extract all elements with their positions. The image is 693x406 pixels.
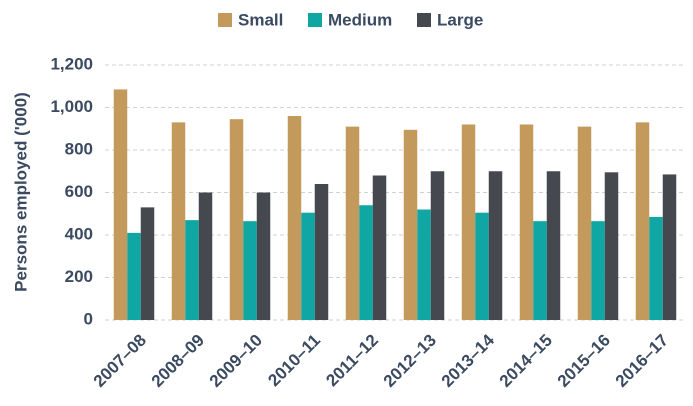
x-tick-label: 2014–15 [496, 331, 556, 391]
bar [256, 192, 271, 320]
bar [372, 175, 387, 320]
bar [604, 172, 619, 320]
x-tick-label: 2008–09 [148, 331, 208, 391]
bar [287, 116, 302, 320]
x-tick-label: 2009–10 [206, 331, 266, 391]
bar [662, 174, 677, 320]
bar [127, 232, 141, 320]
bar [113, 89, 128, 320]
legend-label: Medium [328, 10, 392, 29]
x-tick-label: 2013–14 [438, 330, 499, 391]
bar [140, 207, 155, 320]
y-tick-label: 1,000 [50, 97, 93, 116]
bar [546, 171, 561, 320]
bar [488, 171, 503, 320]
legend-swatch [218, 13, 232, 27]
bar [577, 126, 592, 320]
bar [345, 126, 360, 320]
legend-swatch [308, 13, 322, 27]
y-tick-label: 1,200 [50, 54, 93, 73]
bar [243, 221, 257, 320]
bar [359, 205, 373, 320]
y-tick-label: 400 [65, 224, 93, 243]
y-tick-label: 200 [65, 267, 93, 286]
legend-swatch [417, 13, 431, 27]
y-tick-label: 800 [65, 139, 93, 158]
legend-label: Small [238, 10, 283, 29]
x-tick-label: 2015–16 [554, 331, 614, 391]
bar [171, 122, 186, 320]
legend-label: Large [437, 10, 483, 29]
bar [649, 216, 663, 320]
bar [198, 192, 213, 320]
bar [314, 184, 329, 320]
bar [301, 212, 315, 320]
bar [430, 171, 445, 320]
y-tick-label: 0 [84, 309, 93, 328]
y-axis-label: Persons employed ('000) [11, 92, 30, 292]
bar [185, 220, 199, 320]
x-tick-label: 2007–08 [90, 331, 150, 391]
bar [417, 209, 431, 320]
x-tick-label: 2012–13 [380, 331, 440, 391]
bar [635, 122, 650, 320]
bar [461, 124, 476, 320]
bar [533, 221, 547, 320]
bar [229, 119, 244, 320]
bar [519, 124, 534, 320]
bar [475, 212, 489, 320]
bar [403, 129, 418, 320]
y-tick-label: 600 [65, 182, 93, 201]
x-tick-label: 2011–12 [322, 331, 382, 391]
bar [591, 221, 605, 320]
x-tick-label: 2016–17 [612, 331, 672, 391]
x-tick-label: 2010–11 [264, 331, 324, 391]
